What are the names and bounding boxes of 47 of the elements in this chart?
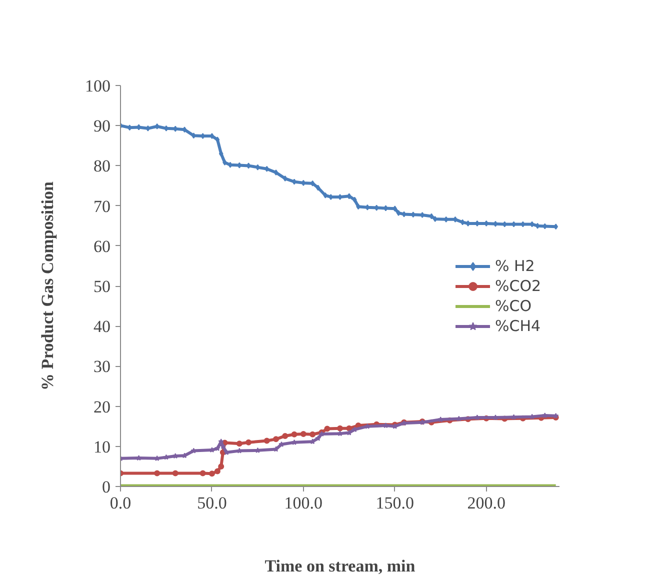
point — [300, 430, 306, 437]
point — [282, 176, 288, 182]
point — [172, 470, 178, 476]
point — [324, 426, 330, 432]
point — [218, 463, 224, 470]
point — [291, 431, 298, 438]
y-axis-title: % Product Gas Composition — [38, 181, 57, 390]
x-tick-label: 200.0 — [467, 494, 506, 512]
point — [273, 446, 279, 452]
y-tick-label: 70 — [94, 196, 110, 216]
point — [274, 170, 278, 176]
point — [316, 184, 320, 191]
y-tick-label: 90 — [94, 116, 110, 136]
x-axis-title: Time on stream, min — [264, 556, 416, 576]
point — [282, 432, 288, 439]
legend-label: %CO2 — [495, 277, 542, 295]
point — [337, 425, 343, 432]
point — [214, 445, 220, 451]
point — [315, 435, 321, 441]
point — [264, 438, 270, 444]
x-tick-label: 50.0 — [197, 494, 227, 512]
point — [352, 196, 357, 203]
point — [154, 470, 160, 476]
point — [214, 468, 220, 474]
y-tick-label: 80 — [94, 156, 110, 176]
y-tick-label: 20 — [94, 397, 110, 416]
point — [310, 431, 316, 438]
legend-label: % H2 — [495, 257, 536, 275]
legend-label: %CH4 — [495, 317, 542, 335]
x-tick-label: 100.0 — [284, 494, 323, 512]
point — [272, 436, 279, 442]
y-tick-label: 100 — [85, 76, 110, 96]
legend-label: %CO — [495, 297, 533, 315]
point — [246, 439, 252, 446]
y-tick-label: 10 — [94, 437, 110, 456]
point — [460, 219, 465, 226]
x-tick-label: 0.0 — [110, 494, 132, 512]
point — [200, 470, 206, 476]
y-tick-label: 40 — [94, 317, 110, 336]
point — [236, 440, 242, 447]
x-tick-label: 150.0 — [376, 494, 414, 512]
y-tick-label: 0 — [102, 478, 110, 496]
y-tick-label: 60 — [94, 236, 110, 256]
point — [208, 470, 215, 477]
y-tick-label: 50 — [94, 277, 110, 296]
point — [346, 425, 352, 432]
y-tick-label: 30 — [94, 357, 110, 376]
